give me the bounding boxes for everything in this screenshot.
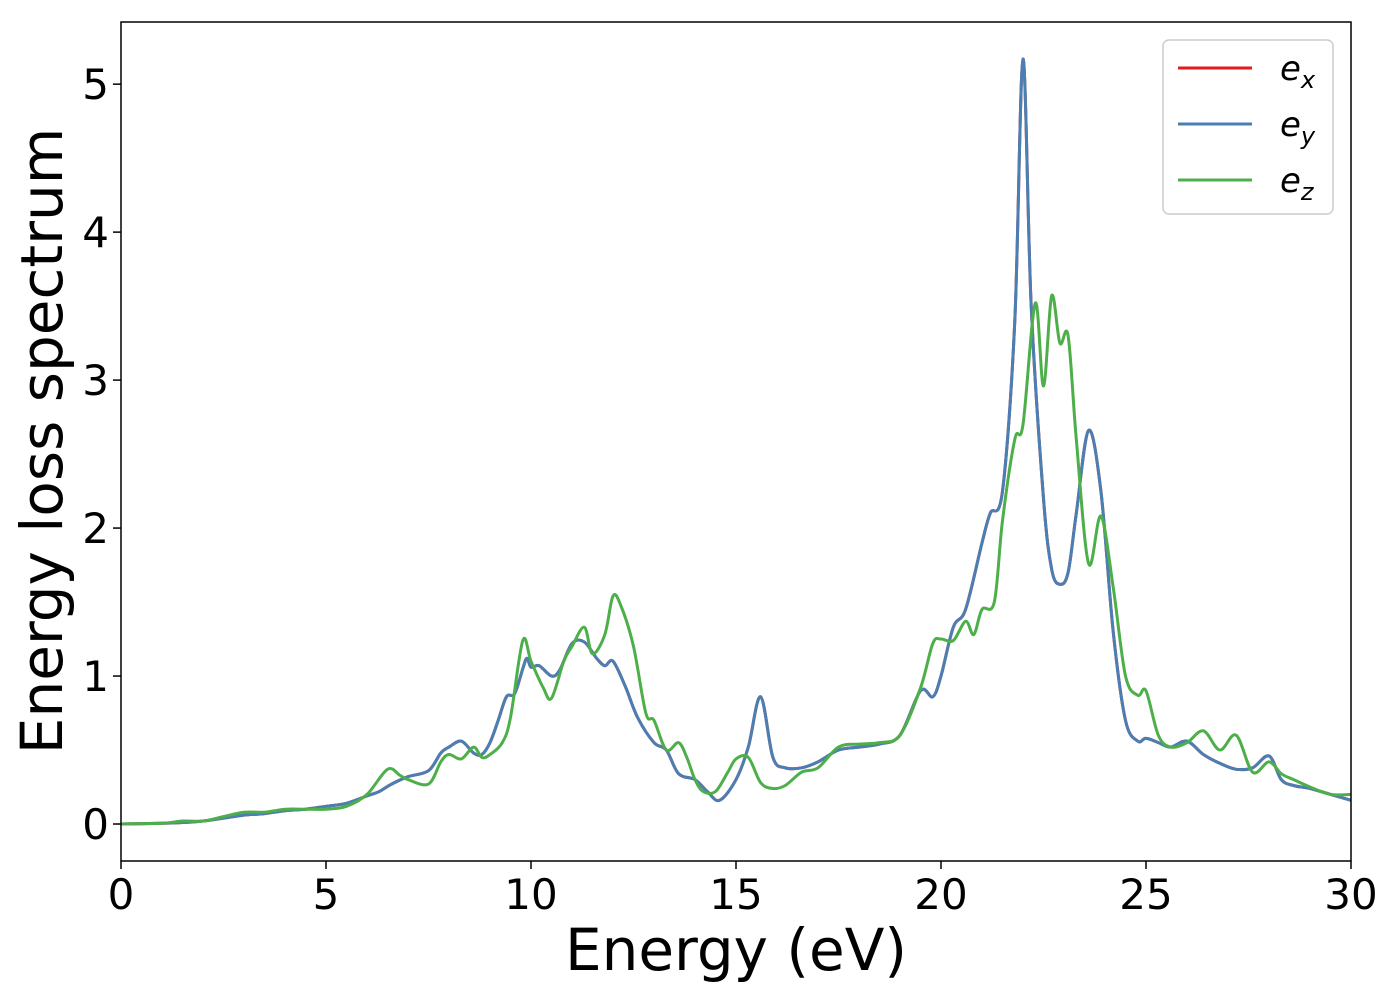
legend-label-z: ez xyxy=(1280,161,1315,206)
x-tick-label: 15 xyxy=(709,870,762,919)
legend-label-y: ey xyxy=(1280,105,1316,150)
x-tick-label: 20 xyxy=(914,870,967,919)
series-line-z xyxy=(121,293,1351,826)
y-tick-label: 1 xyxy=(82,652,109,701)
x-tick-label: 5 xyxy=(313,870,340,919)
y-tick-label: 2 xyxy=(82,504,109,553)
x-axis-title: Energy (eV) xyxy=(565,916,907,984)
plot-area xyxy=(121,57,1351,826)
y-axis: 0 1 2 3 4 5 xyxy=(82,60,121,849)
legend-label-x: ex xyxy=(1280,49,1316,94)
x-axis: 0 5 10 15 20 25 30 xyxy=(108,861,1378,919)
y-tick-label: 5 xyxy=(82,60,109,109)
y-tick-label: 0 xyxy=(82,800,109,849)
x-tick-label: 0 xyxy=(108,870,135,919)
series-line-y xyxy=(121,57,1351,826)
y-tick-label: 3 xyxy=(82,356,109,405)
legend-box xyxy=(1162,39,1334,215)
legend-label-subscript: x xyxy=(1300,66,1316,94)
legend-label-base: e xyxy=(1280,105,1301,145)
x-tick-label: 25 xyxy=(1119,870,1172,919)
legend-label-base: e xyxy=(1280,161,1301,201)
x-tick-label: 30 xyxy=(1324,870,1377,919)
y-tick-label: 4 xyxy=(82,208,109,257)
legend-label-subscript: z xyxy=(1300,178,1315,206)
legend-label-subscript: y xyxy=(1300,122,1316,150)
y-axis-title: Energy loss spectrum xyxy=(8,128,76,754)
legend-label-base: e xyxy=(1280,49,1301,89)
x-tick-label: 10 xyxy=(504,870,557,919)
series-layer xyxy=(121,57,1351,826)
